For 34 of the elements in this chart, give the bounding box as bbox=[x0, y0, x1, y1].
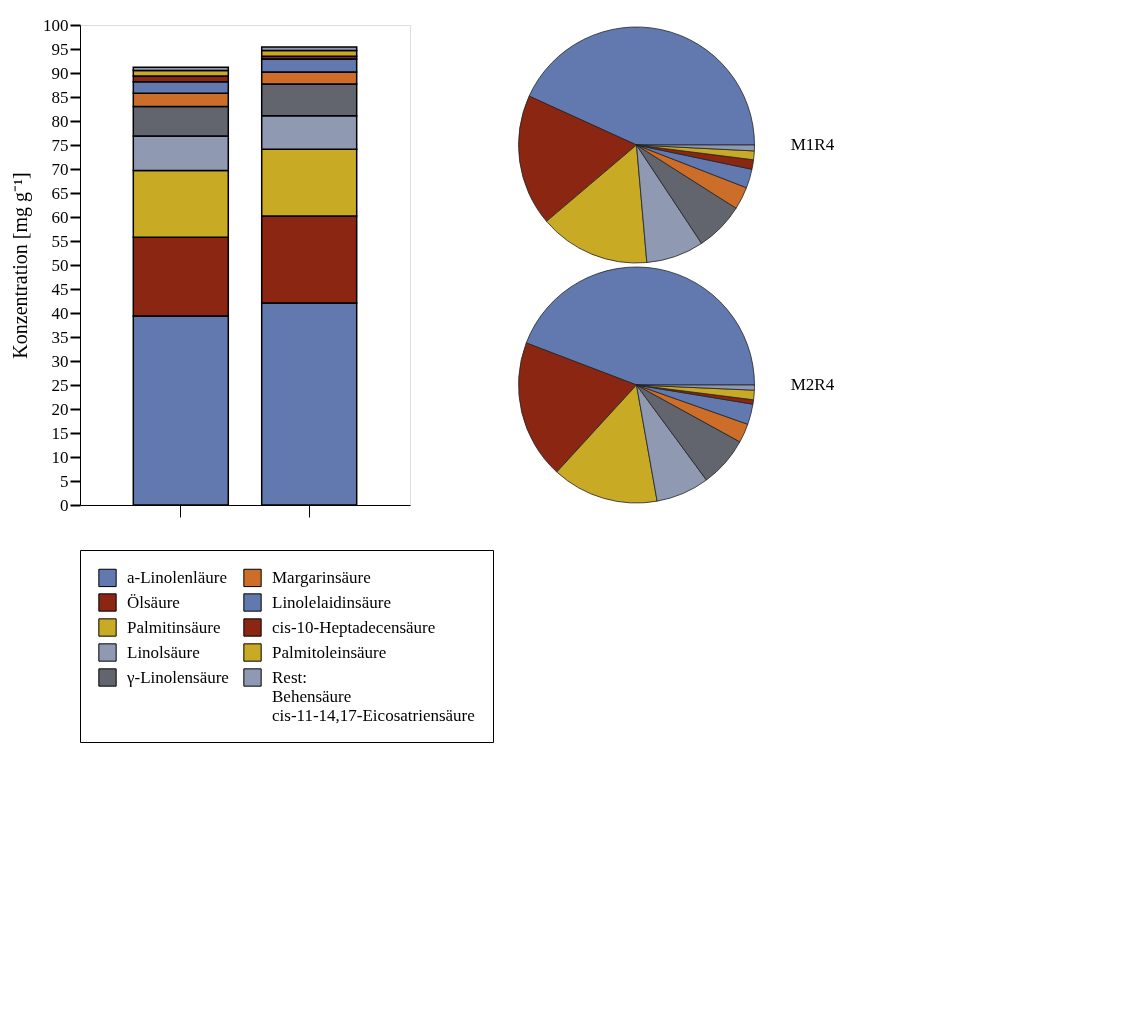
legend-label: Ölsäure bbox=[127, 592, 180, 612]
y-tick-label: 10 bbox=[51, 447, 69, 467]
legend-label: Linolelaidinsäure bbox=[272, 592, 391, 612]
y-tick-label: 50 bbox=[51, 255, 69, 275]
legend-label: Linolsäure bbox=[127, 642, 200, 662]
y-axis-title: Konzentration [mg g⁻¹] bbox=[9, 172, 32, 359]
y-tick-label: 100 bbox=[43, 15, 69, 35]
y-tick-label: 5 bbox=[60, 471, 69, 491]
y-tick-label: 75 bbox=[51, 135, 69, 155]
legend-label: γ-Linolensäure bbox=[126, 667, 229, 687]
y-tick-label: 0 bbox=[60, 495, 69, 515]
y-tick-label: 40 bbox=[51, 303, 69, 323]
y-tick-label: 90 bbox=[51, 63, 69, 83]
legend-label: a-Linolenläure bbox=[127, 567, 228, 587]
y-tick-label: 55 bbox=[51, 231, 69, 251]
y-tick-label: 15 bbox=[51, 423, 69, 443]
legend-label: Palmitinsäure bbox=[127, 617, 221, 637]
legend-label: Margarinsäure bbox=[272, 567, 371, 587]
y-tick-label: 85 bbox=[51, 87, 69, 107]
legend-label: cis-10-Heptadecensäure bbox=[272, 617, 436, 637]
y-tick-label: 60 bbox=[51, 207, 69, 227]
y-tick-label: 25 bbox=[51, 375, 69, 395]
legend-label: Palmitoleinsäure bbox=[272, 642, 387, 662]
y-tick-label: 70 bbox=[51, 159, 69, 179]
y-tick-label: 95 bbox=[51, 39, 69, 59]
text: M1R4 bbox=[790, 135, 835, 154]
y-tick-label: 30 bbox=[51, 351, 69, 371]
y-tick-label: 65 bbox=[51, 183, 69, 203]
y-tick-label: 35 bbox=[51, 327, 69, 347]
y-tick-label: 45 bbox=[51, 279, 69, 299]
legend-label: Rest: Behensäure cis-11-14,17-Eicosatriensäure bbox=[272, 667, 475, 725]
y-tick-label: 80 bbox=[51, 111, 69, 131]
text: M2R4 bbox=[790, 375, 835, 394]
y-tick-label: 20 bbox=[51, 399, 69, 419]
